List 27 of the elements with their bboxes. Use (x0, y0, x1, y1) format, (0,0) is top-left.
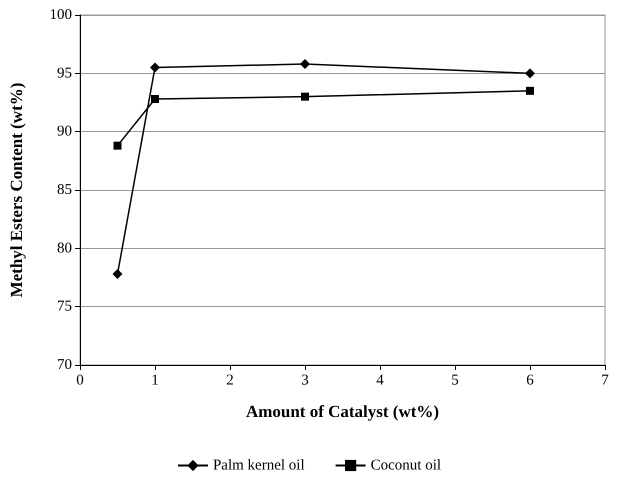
y-tick-label: 85 (57, 182, 72, 198)
x-tick-label: 6 (526, 372, 534, 388)
x-tick-label: 5 (451, 372, 459, 388)
x-tick-label: 4 (376, 372, 384, 388)
y-tick-label: 75 (57, 298, 72, 315)
point (300, 59, 310, 69)
y-tick-label: 80 (57, 240, 72, 256)
point (114, 142, 122, 150)
y-axis-title: Methyl Esters Content (wt%) (7, 82, 26, 298)
legend-label: Coconut oil (370, 458, 442, 474)
point (112, 269, 122, 279)
point (525, 68, 535, 78)
x-tick-label: 0 (76, 372, 84, 388)
point (151, 95, 159, 103)
point (150, 62, 160, 72)
y-tick-label: 95 (57, 65, 72, 82)
x-tick-label: 2 (226, 372, 234, 388)
y-tick-label: 100 (50, 7, 72, 23)
x-tick-label: 1 (151, 372, 159, 388)
x-tick-label: 3 (301, 372, 309, 388)
x-tick-label: 7 (601, 372, 610, 388)
y-tick-label: 70 (57, 357, 72, 373)
legend-label: Palm kernel oil (212, 458, 305, 474)
point (526, 86, 534, 95)
y-tick-label: 90 (57, 124, 72, 140)
point (301, 92, 309, 101)
x-axis-title: Amount of Catalyst (wt%) (246, 402, 440, 421)
